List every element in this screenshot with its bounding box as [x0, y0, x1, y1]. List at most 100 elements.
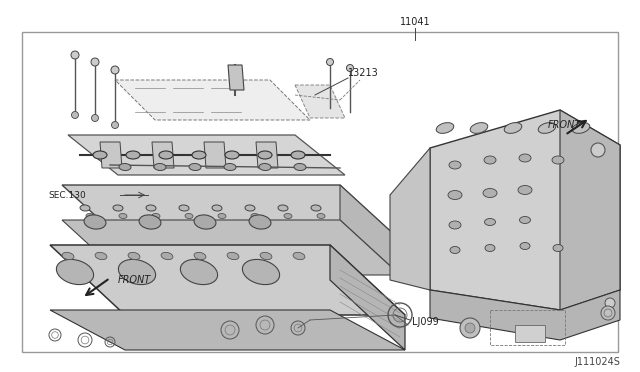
Ellipse shape — [245, 205, 255, 211]
Text: 13213: 13213 — [348, 68, 379, 78]
Ellipse shape — [189, 163, 201, 170]
Ellipse shape — [56, 259, 93, 285]
Ellipse shape — [185, 214, 193, 218]
Ellipse shape — [95, 252, 107, 260]
Ellipse shape — [251, 214, 259, 218]
Ellipse shape — [113, 205, 123, 211]
Text: LJ099: LJ099 — [412, 317, 439, 327]
Circle shape — [465, 323, 475, 333]
Circle shape — [591, 143, 605, 157]
Ellipse shape — [249, 215, 271, 229]
Ellipse shape — [192, 151, 206, 159]
Ellipse shape — [278, 205, 288, 211]
Polygon shape — [62, 185, 400, 240]
Ellipse shape — [260, 252, 272, 260]
Polygon shape — [62, 220, 400, 275]
Circle shape — [460, 318, 480, 338]
Ellipse shape — [139, 215, 161, 229]
Circle shape — [91, 58, 99, 66]
Ellipse shape — [572, 123, 590, 134]
Ellipse shape — [243, 259, 280, 285]
Polygon shape — [515, 325, 545, 342]
Ellipse shape — [62, 252, 74, 260]
Circle shape — [111, 122, 118, 128]
Circle shape — [346, 64, 353, 71]
Ellipse shape — [449, 161, 461, 169]
Ellipse shape — [212, 205, 222, 211]
Ellipse shape — [436, 123, 454, 134]
Ellipse shape — [259, 163, 271, 170]
Polygon shape — [560, 110, 620, 310]
Ellipse shape — [552, 156, 564, 164]
Ellipse shape — [485, 244, 495, 251]
Circle shape — [92, 115, 99, 122]
Ellipse shape — [227, 252, 239, 260]
Circle shape — [71, 51, 79, 59]
Ellipse shape — [224, 163, 236, 170]
Polygon shape — [100, 142, 122, 168]
Circle shape — [326, 58, 333, 65]
Polygon shape — [330, 245, 405, 350]
Circle shape — [72, 112, 79, 119]
Ellipse shape — [519, 154, 531, 162]
Ellipse shape — [154, 163, 166, 170]
Ellipse shape — [520, 243, 530, 250]
Ellipse shape — [93, 151, 107, 159]
Bar — [22, 32, 618, 352]
Circle shape — [605, 298, 615, 308]
Ellipse shape — [448, 190, 462, 199]
Ellipse shape — [470, 123, 488, 134]
Polygon shape — [115, 80, 310, 120]
Ellipse shape — [291, 151, 305, 159]
Ellipse shape — [179, 205, 189, 211]
Text: J111024S: J111024S — [574, 357, 620, 367]
Ellipse shape — [194, 215, 216, 229]
Ellipse shape — [119, 163, 131, 170]
Polygon shape — [256, 142, 278, 168]
Ellipse shape — [86, 214, 94, 218]
Ellipse shape — [311, 205, 321, 211]
Text: 11041: 11041 — [400, 17, 430, 27]
Ellipse shape — [119, 214, 127, 218]
Ellipse shape — [218, 214, 226, 218]
Ellipse shape — [118, 259, 156, 285]
Ellipse shape — [194, 252, 206, 260]
Polygon shape — [295, 85, 345, 118]
Ellipse shape — [159, 151, 173, 159]
Ellipse shape — [294, 163, 306, 170]
Polygon shape — [68, 135, 345, 175]
Text: SEC.130: SEC.130 — [48, 190, 86, 199]
Ellipse shape — [126, 151, 140, 159]
Polygon shape — [50, 310, 405, 350]
Ellipse shape — [483, 189, 497, 198]
Circle shape — [111, 66, 119, 74]
Polygon shape — [204, 142, 226, 168]
Polygon shape — [430, 110, 620, 310]
Polygon shape — [430, 290, 620, 340]
Ellipse shape — [258, 151, 272, 159]
Ellipse shape — [152, 214, 160, 218]
Ellipse shape — [484, 218, 495, 225]
Ellipse shape — [161, 252, 173, 260]
Ellipse shape — [84, 215, 106, 229]
Ellipse shape — [449, 221, 461, 229]
Polygon shape — [50, 245, 405, 315]
Polygon shape — [390, 148, 430, 290]
Ellipse shape — [450, 247, 460, 253]
Ellipse shape — [553, 244, 563, 251]
Polygon shape — [340, 185, 400, 275]
Text: FRONT: FRONT — [548, 120, 581, 130]
Ellipse shape — [317, 214, 325, 218]
Ellipse shape — [146, 205, 156, 211]
Polygon shape — [228, 65, 244, 90]
Circle shape — [601, 306, 615, 320]
Ellipse shape — [518, 186, 532, 195]
Ellipse shape — [80, 205, 90, 211]
Text: FRONT: FRONT — [118, 275, 151, 285]
Ellipse shape — [484, 156, 496, 164]
Ellipse shape — [225, 151, 239, 159]
Ellipse shape — [293, 252, 305, 260]
Ellipse shape — [504, 123, 522, 134]
Ellipse shape — [520, 217, 531, 224]
Ellipse shape — [128, 252, 140, 260]
